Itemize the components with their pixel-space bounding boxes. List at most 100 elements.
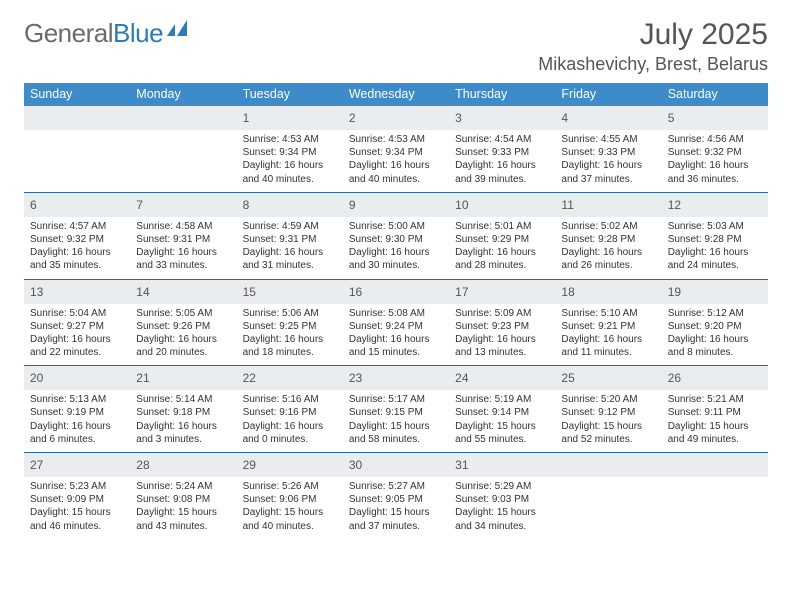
sunrise-text: Sunrise: 5:19 AM xyxy=(455,393,549,406)
day-details-cell: Sunrise: 5:04 AMSunset: 9:27 PMDaylight:… xyxy=(24,304,130,366)
calendar-page: GeneralBlue July 2025 Mikashevichy, Bres… xyxy=(0,0,792,539)
sunrise-text: Sunrise: 5:27 AM xyxy=(349,480,443,493)
week-daynum-row: 20212223242526 xyxy=(24,365,768,390)
sunrise-text: Sunrise: 5:12 AM xyxy=(668,307,762,320)
daylight-text: Daylight: 15 hours and 49 minutes. xyxy=(668,420,762,446)
day-number-cell xyxy=(662,452,768,477)
day-details-cell xyxy=(555,477,661,539)
dow-sunday: Sunday xyxy=(24,83,130,106)
day-number: 11 xyxy=(561,198,573,212)
day-details-cell: Sunrise: 5:01 AMSunset: 9:29 PMDaylight:… xyxy=(449,217,555,279)
day-number-cell: 16 xyxy=(343,279,449,304)
sunset-text: Sunset: 9:33 PM xyxy=(455,146,549,159)
sunset-text: Sunset: 9:34 PM xyxy=(349,146,443,159)
day-number: 24 xyxy=(455,371,468,385)
daylight-text: Daylight: 16 hours and 8 minutes. xyxy=(668,333,762,359)
day-number-cell: 29 xyxy=(237,452,343,477)
sails-icon xyxy=(167,20,189,36)
day-number-cell: 24 xyxy=(449,365,555,390)
day-details-cell: Sunrise: 5:06 AMSunset: 9:25 PMDaylight:… xyxy=(237,304,343,366)
sunrise-text: Sunrise: 5:23 AM xyxy=(30,480,124,493)
daylight-text: Daylight: 16 hours and 40 minutes. xyxy=(243,159,337,185)
sunset-text: Sunset: 9:28 PM xyxy=(561,233,655,246)
month-title: July 2025 xyxy=(538,18,768,52)
day-number-cell: 18 xyxy=(555,279,661,304)
day-number-cell: 22 xyxy=(237,365,343,390)
day-number: 22 xyxy=(243,371,256,385)
daylight-text: Daylight: 16 hours and 37 minutes. xyxy=(561,159,655,185)
sunrise-text: Sunrise: 5:01 AM xyxy=(455,220,549,233)
sunset-text: Sunset: 9:26 PM xyxy=(136,320,230,333)
day-number: 31 xyxy=(455,458,468,472)
sunset-text: Sunset: 9:06 PM xyxy=(243,493,337,506)
sunset-text: Sunset: 9:32 PM xyxy=(668,146,762,159)
sunset-text: Sunset: 9:31 PM xyxy=(243,233,337,246)
day-details-cell: Sunrise: 5:00 AMSunset: 9:30 PMDaylight:… xyxy=(343,217,449,279)
sunset-text: Sunset: 9:21 PM xyxy=(561,320,655,333)
sunset-text: Sunset: 9:14 PM xyxy=(455,406,549,419)
day-details-cell: Sunrise: 5:24 AMSunset: 9:08 PMDaylight:… xyxy=(130,477,236,539)
daylight-text: Daylight: 15 hours and 43 minutes. xyxy=(136,506,230,532)
sunset-text: Sunset: 9:33 PM xyxy=(561,146,655,159)
day-number-cell: 2 xyxy=(343,106,449,130)
day-details-cell xyxy=(24,130,130,192)
day-number: 1 xyxy=(243,111,250,125)
dow-thursday: Thursday xyxy=(449,83,555,106)
daylight-text: Daylight: 16 hours and 26 minutes. xyxy=(561,246,655,272)
dow-wednesday: Wednesday xyxy=(343,83,449,106)
sunset-text: Sunset: 9:11 PM xyxy=(668,406,762,419)
daylight-text: Daylight: 16 hours and 3 minutes. xyxy=(136,420,230,446)
sunrise-text: Sunrise: 5:03 AM xyxy=(668,220,762,233)
day-details-cell: Sunrise: 4:57 AMSunset: 9:32 PMDaylight:… xyxy=(24,217,130,279)
day-number-cell: 13 xyxy=(24,279,130,304)
day-details-cell: Sunrise: 5:23 AMSunset: 9:09 PMDaylight:… xyxy=(24,477,130,539)
sunrise-text: Sunrise: 4:55 AM xyxy=(561,133,655,146)
day-details-cell: Sunrise: 5:29 AMSunset: 9:03 PMDaylight:… xyxy=(449,477,555,539)
day-details-cell: Sunrise: 5:08 AMSunset: 9:24 PMDaylight:… xyxy=(343,304,449,366)
day-number-cell: 17 xyxy=(449,279,555,304)
sunset-text: Sunset: 9:31 PM xyxy=(136,233,230,246)
day-number-cell xyxy=(130,106,236,130)
week-details-row: Sunrise: 4:57 AMSunset: 9:32 PMDaylight:… xyxy=(24,217,768,279)
day-number: 17 xyxy=(455,285,468,299)
day-number-cell: 27 xyxy=(24,452,130,477)
day-number-cell: 31 xyxy=(449,452,555,477)
day-number: 9 xyxy=(349,198,356,212)
sunrise-text: Sunrise: 5:04 AM xyxy=(30,307,124,320)
sunrise-text: Sunrise: 4:56 AM xyxy=(668,133,762,146)
daylight-text: Daylight: 16 hours and 40 minutes. xyxy=(349,159,443,185)
daylight-text: Daylight: 15 hours and 55 minutes. xyxy=(455,420,549,446)
day-number-cell: 21 xyxy=(130,365,236,390)
brand-name-blue: Blue xyxy=(113,18,163,48)
day-number: 16 xyxy=(349,285,362,299)
sunrise-text: Sunrise: 5:10 AM xyxy=(561,307,655,320)
sunrise-text: Sunrise: 5:24 AM xyxy=(136,480,230,493)
day-number-cell: 5 xyxy=(662,106,768,130)
day-details-cell: Sunrise: 5:10 AMSunset: 9:21 PMDaylight:… xyxy=(555,304,661,366)
daylight-text: Daylight: 16 hours and 11 minutes. xyxy=(561,333,655,359)
day-number: 18 xyxy=(561,285,574,299)
sunrise-text: Sunrise: 5:29 AM xyxy=(455,480,549,493)
daylight-text: Daylight: 16 hours and 31 minutes. xyxy=(243,246,337,272)
sunset-text: Sunset: 9:05 PM xyxy=(349,493,443,506)
brand-name-gray: General xyxy=(24,18,113,48)
sunset-text: Sunset: 9:20 PM xyxy=(668,320,762,333)
sunset-text: Sunset: 9:24 PM xyxy=(349,320,443,333)
sunset-text: Sunset: 9:29 PM xyxy=(455,233,549,246)
day-number: 13 xyxy=(30,285,43,299)
daylight-text: Daylight: 15 hours and 37 minutes. xyxy=(349,506,443,532)
daylight-text: Daylight: 15 hours and 34 minutes. xyxy=(455,506,549,532)
day-number-cell: 11 xyxy=(555,192,661,217)
sunrise-text: Sunrise: 5:17 AM xyxy=(349,393,443,406)
sunset-text: Sunset: 9:15 PM xyxy=(349,406,443,419)
daylight-text: Daylight: 15 hours and 52 minutes. xyxy=(561,420,655,446)
day-number: 7 xyxy=(136,198,143,212)
sunset-text: Sunset: 9:23 PM xyxy=(455,320,549,333)
sunset-text: Sunset: 9:08 PM xyxy=(136,493,230,506)
daylight-text: Daylight: 16 hours and 0 minutes. xyxy=(243,420,337,446)
day-details-cell: Sunrise: 5:26 AMSunset: 9:06 PMDaylight:… xyxy=(237,477,343,539)
day-number-cell xyxy=(555,452,661,477)
day-details-cell: Sunrise: 5:13 AMSunset: 9:19 PMDaylight:… xyxy=(24,390,130,452)
sunset-text: Sunset: 9:18 PM xyxy=(136,406,230,419)
daylight-text: Daylight: 16 hours and 24 minutes. xyxy=(668,246,762,272)
